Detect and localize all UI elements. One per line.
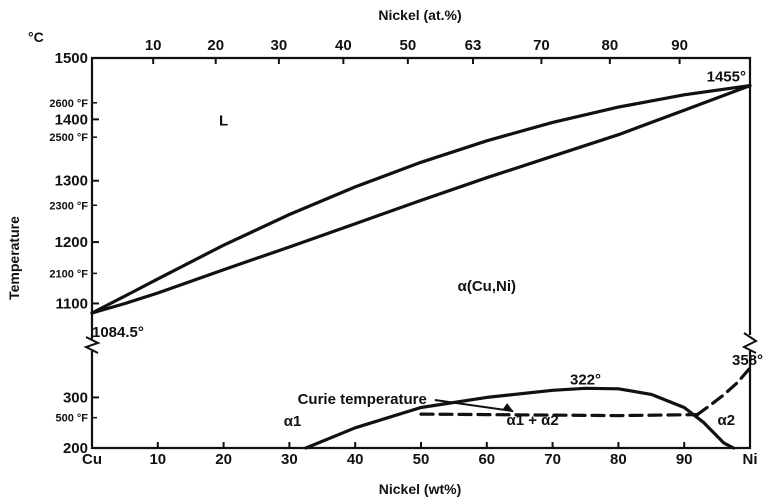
top-tick-label: 20 (207, 37, 224, 54)
series-miscibility_gap (419, 412, 700, 418)
y-axis-unit: °C (28, 29, 44, 45)
top-tick-label: 80 (602, 37, 619, 54)
f-tick-label: 2500 °F (49, 132, 88, 144)
series-solidus (90, 83, 752, 315)
x-tick-label: 60 (478, 451, 495, 468)
top-tick-label: 40 (335, 37, 352, 54)
y-tick-label: 300 (63, 389, 88, 406)
x-tick-label: 10 (149, 451, 166, 468)
y-tick-label: 1300 (55, 173, 88, 190)
annotation-label: α2 (717, 412, 735, 429)
f-tick-label: 2300 °F (49, 200, 88, 212)
y-tick-label: 200 (63, 440, 88, 457)
axis-break-left (83, 336, 101, 354)
top-tick-label: 90 (671, 37, 688, 54)
x-tick-label: 30 (281, 451, 298, 468)
series-liquidus (90, 83, 752, 315)
y-axis-title: Temperature (6, 216, 22, 300)
annotation-label: α(Cu,Ni) (458, 278, 516, 295)
x-tick-label: 40 (347, 451, 364, 468)
top-axis-title: Nickel (at.%) (378, 7, 461, 23)
annotation-label: 322° (570, 371, 601, 388)
top-tick-label: 50 (399, 37, 416, 54)
x-tick-label: 80 (610, 451, 627, 468)
top-tick-label: 70 (533, 37, 550, 54)
plot-frame-upper (90, 56, 752, 339)
x-tick-label: 70 (544, 451, 561, 468)
axis-break-right (741, 332, 758, 354)
annotation-label: 358° (732, 352, 763, 369)
annotation-label: α1 + α2 (506, 412, 558, 429)
curie-arrow-head (502, 403, 514, 412)
curie-arrow-line (434, 399, 514, 413)
x-tick-label: Cu (82, 451, 102, 468)
x-tick-label: 50 (413, 451, 430, 468)
annotation-label: 1084.5° (92, 324, 144, 341)
x-tick-label: 20 (215, 451, 232, 468)
annotation-label: Curie temperature (298, 391, 427, 408)
top-tick-label: 63 (465, 37, 482, 54)
f-tick-label: 2600 °F (49, 98, 88, 110)
top-tick-label: 30 (271, 37, 288, 54)
annotation-label: α1 (284, 413, 302, 430)
x-tick-label: Ni (743, 451, 758, 468)
f-tick-label: 500 °F (55, 413, 88, 425)
annotation-label: 1455° (707, 69, 746, 86)
y-tick-label: 1200 (55, 234, 88, 251)
annotation-label: L (219, 113, 228, 130)
top-tick-label: 10 (145, 37, 162, 54)
f-tick-label: 2100 °F (49, 268, 88, 280)
y-tick-label: 1500 (55, 50, 88, 67)
y-tick-label: 1100 (55, 295, 88, 312)
series-curie_alpha2 (695, 366, 752, 417)
x-tick-label: 90 (676, 451, 693, 468)
x-axis-title: Nickel (wt%) (379, 481, 461, 497)
series-curie_alpha1 (304, 386, 736, 450)
y-tick-label: 1400 (55, 111, 88, 128)
